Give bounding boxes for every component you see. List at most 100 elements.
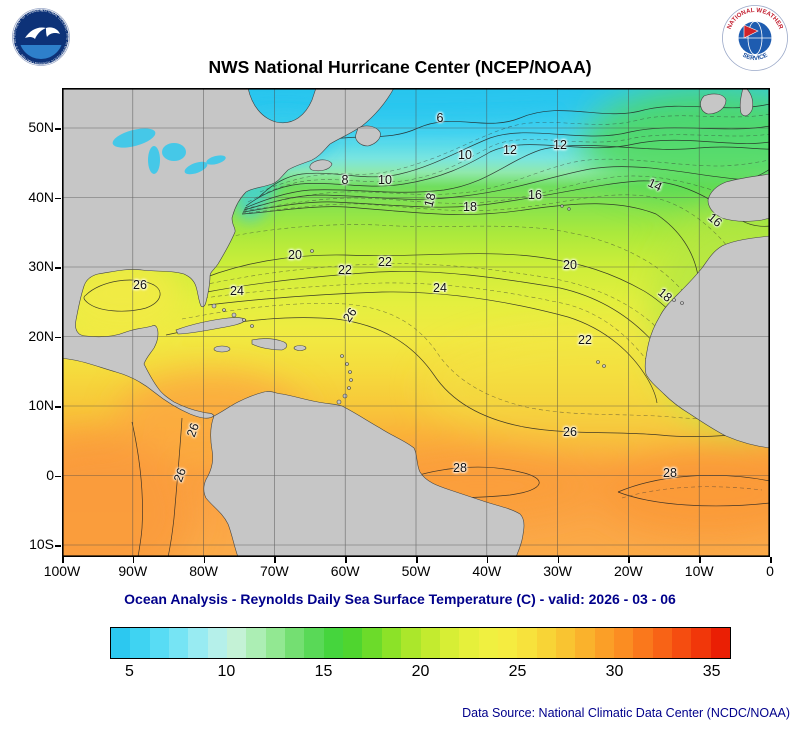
nws-logo[interactable]: NATIONAL WEATHER SERVICE bbox=[722, 5, 788, 71]
colorbar-cell bbox=[323, 628, 344, 658]
x-axis-label: 0 bbox=[766, 563, 774, 579]
island bbox=[349, 378, 353, 382]
noaa-logo[interactable]: NATIONAL OCEANIC AND ATMOSPHERIC ADMINIS… bbox=[12, 8, 70, 66]
contour-label: 28 bbox=[663, 466, 677, 480]
island bbox=[340, 354, 344, 358]
y-axis-tick bbox=[55, 475, 61, 477]
y-axis-tick bbox=[55, 267, 61, 269]
colorbar-cell bbox=[671, 628, 692, 658]
nws-flag-icon bbox=[743, 24, 759, 39]
x-axis-label: 60W bbox=[330, 563, 360, 579]
y-axis-label: 0 bbox=[46, 466, 54, 483]
colorbar-cell bbox=[555, 628, 576, 658]
colorbar-cell bbox=[401, 628, 421, 658]
y-axis-label: 10S bbox=[29, 536, 54, 552]
island-cape-verde bbox=[596, 360, 600, 364]
x-axis-tick bbox=[770, 557, 772, 563]
island-azores bbox=[560, 204, 564, 208]
noaa-emblem-ocean bbox=[19, 45, 63, 59]
colorbar-cell bbox=[246, 628, 266, 658]
island bbox=[345, 362, 349, 366]
island-canary bbox=[680, 301, 684, 305]
land-south-america bbox=[203, 391, 525, 557]
noaa-bird-icon bbox=[25, 27, 46, 39]
x-axis-label: 90W bbox=[118, 563, 148, 579]
y-axis-tick bbox=[55, 406, 61, 408]
contour-label: 18 bbox=[463, 200, 477, 214]
land-britain bbox=[739, 88, 754, 117]
colorbar-cell bbox=[691, 628, 711, 658]
colorbar-tick-label: 15 bbox=[314, 663, 333, 680]
x-axis-label: 80W bbox=[189, 563, 218, 579]
x-axis-label: 10W bbox=[684, 563, 714, 579]
island bbox=[348, 370, 352, 374]
x-axis-tick bbox=[699, 557, 701, 563]
lat-lon-grid bbox=[62, 88, 770, 557]
map-subtitle: Ocean Analysis - Reynolds Daily Sea Surf… bbox=[124, 591, 676, 607]
colorbar-cell bbox=[362, 628, 382, 658]
colorbar-tick-label: 5 bbox=[124, 663, 134, 680]
land-newfoundland bbox=[355, 125, 381, 147]
contour-label: 16 bbox=[528, 188, 542, 202]
land-ireland bbox=[700, 93, 727, 115]
y-axis-label: 40N bbox=[28, 188, 54, 205]
y-axis-tick bbox=[55, 545, 61, 547]
x-axis-tick bbox=[557, 557, 560, 563]
colorbar-cell bbox=[169, 628, 189, 658]
nws-ring-text-bottom: SERVICE bbox=[741, 52, 769, 62]
land-masses bbox=[62, 88, 770, 557]
colorbar-cell bbox=[265, 628, 286, 658]
contour-label: 12 bbox=[553, 138, 567, 152]
contour-label: 22 bbox=[578, 333, 592, 347]
contour-label: 24 bbox=[230, 284, 244, 298]
contour-label: 8 bbox=[341, 173, 349, 187]
y-axis-label: 30N bbox=[28, 258, 54, 274]
island bbox=[250, 324, 254, 328]
contour-label: 26 bbox=[563, 425, 577, 439]
colorbar-cell bbox=[285, 628, 305, 658]
colorbar-cell bbox=[613, 628, 634, 658]
colorbar-cell bbox=[111, 628, 131, 658]
colorbar bbox=[110, 627, 731, 659]
land-jamaica bbox=[213, 345, 231, 353]
contour-label: 26 bbox=[133, 278, 147, 292]
colorbar-cell bbox=[207, 628, 228, 658]
colorbar-cell bbox=[439, 628, 460, 658]
island-cape-verde bbox=[602, 364, 606, 368]
data-source-text: Data Source: National Climatic Data Cent… bbox=[462, 706, 790, 720]
noaa-bird-wing-icon bbox=[46, 27, 60, 37]
colorbar-tick-label: 30 bbox=[605, 663, 624, 680]
x-axis-label: 30W bbox=[543, 563, 572, 579]
colorbar-cell bbox=[710, 628, 730, 658]
land-africa bbox=[644, 235, 770, 449]
x-axis-label: 100W bbox=[43, 563, 81, 579]
x-axis-tick bbox=[486, 557, 489, 563]
x-axis-tick bbox=[345, 557, 347, 563]
colorbar-cell bbox=[517, 628, 537, 658]
contour-label: 10 bbox=[458, 148, 472, 162]
x-axis-label: 70W bbox=[259, 563, 289, 579]
x-axis-tick bbox=[628, 557, 630, 563]
colorbar-tick-label: 25 bbox=[508, 663, 527, 680]
x-axis-label: 20W bbox=[613, 563, 643, 579]
colorbar-cell bbox=[420, 628, 440, 658]
island bbox=[336, 399, 342, 405]
colorbar-cell bbox=[459, 628, 479, 658]
land-hispaniola bbox=[251, 338, 288, 351]
contour-label: 22 bbox=[378, 255, 392, 269]
x-axis-tick bbox=[62, 557, 64, 563]
colorbar-cell bbox=[188, 628, 208, 658]
island bbox=[242, 318, 246, 322]
y-axis-tick bbox=[55, 336, 61, 338]
colorbar-cell bbox=[497, 628, 518, 658]
contour-lines-solid bbox=[83, 103, 770, 557]
great-lakes bbox=[112, 128, 226, 175]
page-title: NWS National Hurricane Center (NCEP/NOAA… bbox=[208, 57, 592, 77]
colorbar-cell bbox=[343, 628, 363, 658]
contour-label: 24 bbox=[433, 281, 447, 295]
svg-text:SERVICE: SERVICE bbox=[741, 52, 769, 62]
x-axis-tick bbox=[203, 557, 206, 563]
x-axis-tick bbox=[274, 557, 276, 563]
colorbar-cell bbox=[149, 628, 170, 658]
